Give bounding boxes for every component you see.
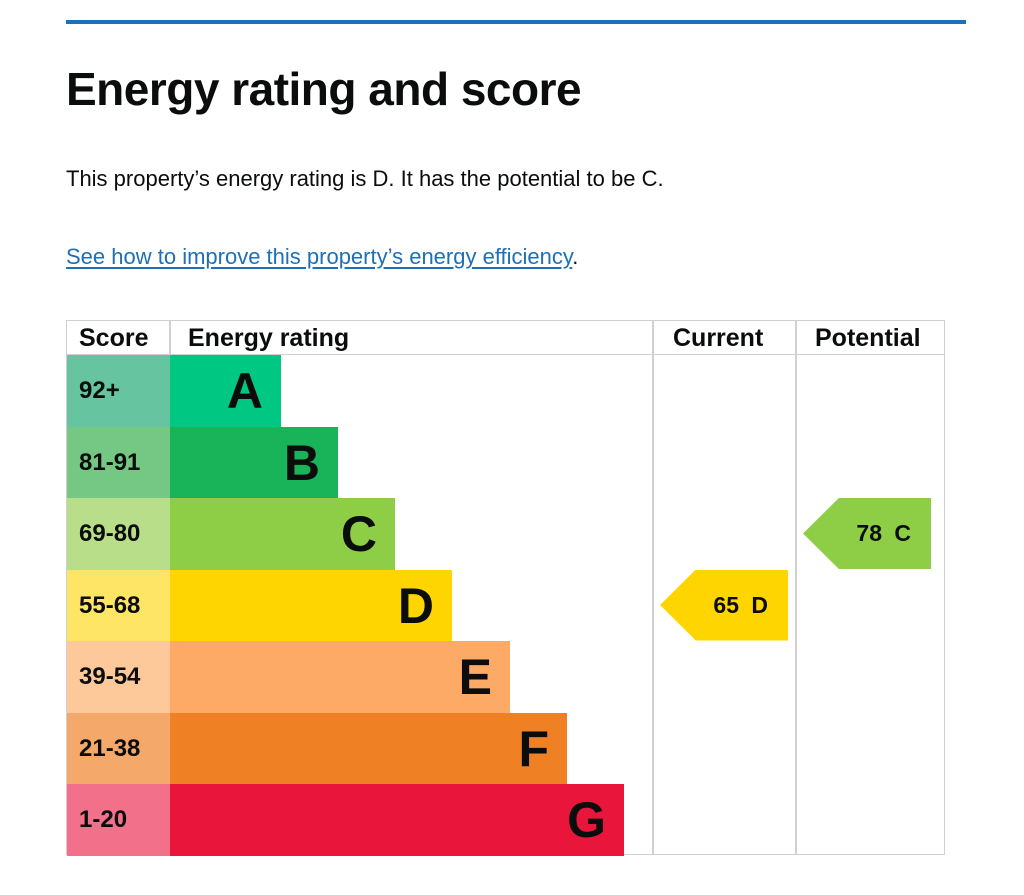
- rating-bar-g: G: [170, 784, 624, 856]
- header-current: Current: [673, 324, 764, 352]
- rating-bar-d: D: [170, 569, 452, 642]
- score-band-e: 39-54: [67, 641, 170, 713]
- rating-bar-e: E: [170, 641, 510, 713]
- current-rating-arrow: 65 D: [660, 569, 788, 641]
- rating-summary: This property’s energy rating is D. It h…: [66, 166, 664, 191]
- score-band-g: 1-20: [67, 784, 170, 856]
- divider: [169, 321, 171, 355]
- energy-rating-table: Score Energy rating Current Potential 92…: [66, 320, 945, 856]
- rating-bar-c: C: [170, 498, 395, 570]
- link-suffix: .: [572, 244, 579, 269]
- divider: [652, 321, 654, 854]
- score-band-b: 81-91: [67, 426, 170, 499]
- score-band-c: 69-80: [67, 498, 170, 570]
- header-row: [67, 321, 944, 355]
- score-band-f: 21-38: [67, 712, 170, 785]
- page-title: Energy rating and score: [66, 63, 582, 115]
- rating-bar-b: B: [170, 426, 338, 499]
- section-rule: [66, 20, 966, 24]
- header-energy-rating: Energy rating: [188, 324, 350, 352]
- improve-paragraph: See how to improve this property’s energ…: [66, 244, 578, 270]
- improve-efficiency-link[interactable]: See how to improve this property’s energ…: [66, 244, 573, 269]
- divider: [795, 321, 797, 854]
- rating-bar-a: A: [170, 355, 281, 427]
- score-band-a: 92+: [67, 355, 170, 427]
- rating-bar-f: F: [170, 712, 567, 785]
- score-band-d: 55-68: [67, 569, 170, 642]
- header-score: Score: [79, 324, 149, 352]
- potential-rating-arrow: 78 C: [803, 498, 931, 569]
- header-potential: Potential: [815, 324, 921, 352]
